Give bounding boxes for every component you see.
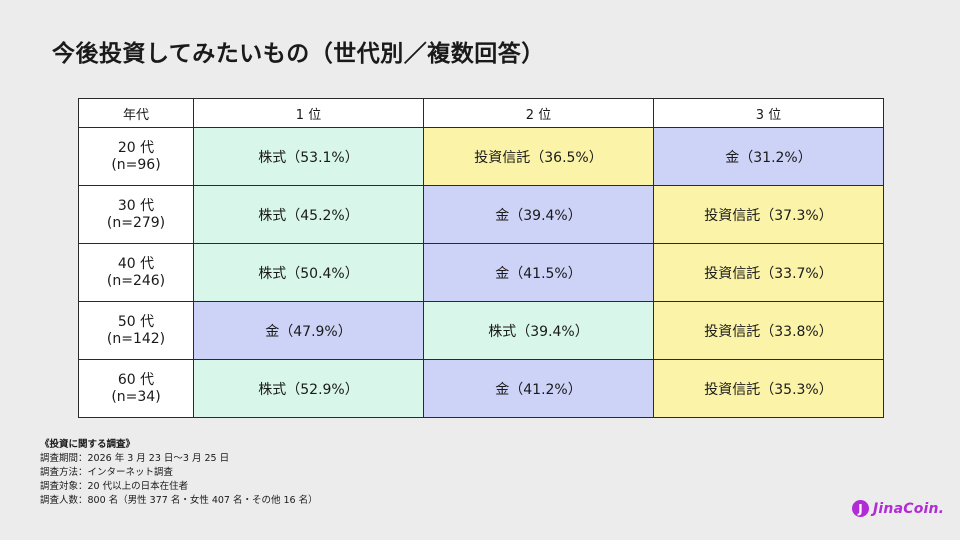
- rank-cell: 株式（39.4%）: [423, 301, 654, 360]
- rank-cell: 投資信託（33.8%）: [653, 301, 884, 360]
- header-age: 年代: [78, 98, 194, 128]
- rank-cell: 投資信託（33.7%）: [653, 243, 884, 302]
- header-rank-1: 1 位: [193, 98, 424, 128]
- sample-size: (n=96): [111, 156, 161, 173]
- page-title: 今後投資してみたいもの（世代別／複数回答）: [52, 41, 545, 67]
- footnote-heading: 《投資に関する調査》: [40, 439, 136, 450]
- age-cell: 50 代 (n=142): [78, 301, 194, 360]
- rank-cell: 株式（45.2%）: [193, 185, 424, 244]
- logo-mark-svg: J: [852, 500, 869, 517]
- survey-footnote: 《投資に関する調査》 調査期間：2026 年 3 月 23 日～3 月 25 日…: [40, 438, 318, 508]
- rank-cell: 投資信託（36.5%）: [423, 127, 654, 186]
- age-label: 30 代: [117, 197, 155, 214]
- age-label: 40 代: [117, 255, 155, 272]
- footnote-line: 調査方法：インターネット調査: [40, 467, 174, 478]
- age-label: 50 代: [117, 313, 155, 330]
- sample-size: (n=279): [106, 214, 166, 231]
- footnote-line: 調査人数：800 名（男性 377 名・女性 407 名・その他 16 名）: [40, 495, 318, 506]
- sample-size: (n=34): [111, 388, 161, 405]
- rank-cell: 金（41.5%）: [423, 243, 654, 302]
- header-rank-2: 2 位: [423, 98, 654, 128]
- logo-mark-circle: [852, 500, 869, 517]
- footnote-line: 調査対象：20 代以上の日本在住者: [40, 481, 189, 492]
- age-label: 60 代: [117, 371, 155, 388]
- rank-cell: 株式（52.9%）: [193, 359, 424, 418]
- age-label: 20 代: [117, 139, 155, 156]
- header-rank-3: 3 位: [653, 98, 884, 128]
- age-cell: 60 代 (n=34): [78, 359, 194, 418]
- table-row: 30 代 (n=279) 株式（45.2%） 金（39.4%） 投資信託（37.…: [78, 185, 884, 244]
- logo-text: JinaCoin.: [873, 500, 945, 517]
- age-cell: 20 代 (n=96): [78, 127, 194, 186]
- rank-cell: 投資信託（35.3%）: [653, 359, 884, 418]
- table-row: 50 代 (n=142) 金（47.9%） 株式（39.4%） 投資信託（33.…: [78, 301, 884, 360]
- brand-logo: J JinaCoin.: [852, 500, 944, 517]
- table-header-row: 年代 1 位 2 位 3 位: [78, 98, 884, 128]
- sample-size: (n=142): [106, 330, 166, 347]
- rank-cell: 金（47.9%）: [193, 301, 424, 360]
- rank-cell: 株式（53.1%）: [193, 127, 424, 186]
- rank-cell: 金（39.4%）: [423, 185, 654, 244]
- rank-cell: 金（41.2%）: [423, 359, 654, 418]
- table-row: 20 代 (n=96) 株式（53.1%） 投資信託（36.5%） 金（31.2…: [78, 127, 884, 186]
- sample-size: (n=246): [106, 272, 166, 289]
- footnote-line: 調査期間：2026 年 3 月 23 日～3 月 25 日: [40, 453, 230, 464]
- rank-cell: 株式（50.4%）: [193, 243, 424, 302]
- age-cell: 40 代 (n=246): [78, 243, 194, 302]
- jinacoin-logo-icon: J: [852, 500, 869, 517]
- table-row: 40 代 (n=246) 株式（50.4%） 金（41.5%） 投資信託（33.…: [78, 243, 884, 302]
- age-cell: 30 代 (n=279): [78, 185, 194, 244]
- logo-mark-letter: J: [857, 502, 862, 516]
- rank-cell: 金（31.2%）: [653, 127, 884, 186]
- ranking-table: 年代 1 位 2 位 3 位 20 代 (n=96) 株式（53.1%） 投資信…: [78, 98, 884, 418]
- table-row: 60 代 (n=34) 株式（52.9%） 金（41.2%） 投資信託（35.3…: [78, 359, 884, 418]
- rank-cell: 投資信託（37.3%）: [653, 185, 884, 244]
